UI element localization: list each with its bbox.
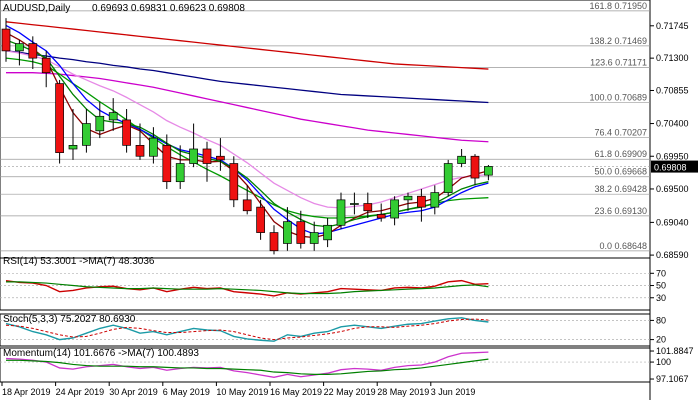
candle-body [417, 195, 426, 208]
fib-label: 138.2 0.71469 [589, 36, 647, 46]
moving-average-line [5, 24, 489, 235]
candle-body [135, 145, 145, 157]
candle-body [403, 195, 413, 201]
time-tick-label: 30 Apr 2019 [109, 387, 158, 397]
candle-body [363, 203, 373, 212]
indicator-tick-label: 80 [656, 315, 666, 325]
candle-body [323, 224, 332, 241]
stoch-d-line [5, 318, 489, 341]
candle-body [229, 163, 239, 201]
candle-body [443, 163, 453, 193]
candle-body [149, 137, 158, 157]
chart-symbol: AUDUSD,Daily [3, 3, 70, 14]
rsi-ma-line [6, 281, 489, 295]
indicator-tick-label: 20 [656, 335, 666, 345]
candle-body [122, 119, 131, 146]
moving-average-line [5, 50, 489, 209]
candle-body [1, 28, 11, 52]
fib-label: 0.0 0.68648 [599, 241, 647, 251]
candle-body [256, 206, 265, 233]
candle-body [189, 148, 198, 164]
candle-body [309, 232, 319, 244]
last-price-badge [651, 160, 698, 173]
time-tick-label: 22 May 2019 [324, 387, 376, 397]
fib-label: 100.0 0.70689 [589, 93, 647, 103]
candle-body [430, 192, 440, 208]
indicator-frame [0, 313, 651, 347]
rsi-panel: 70 50 30 [0, 257, 666, 311]
indicator-tick-label: 70 [656, 268, 666, 278]
candle-body [202, 148, 212, 164]
indicator-tick-label: 101.8847 [656, 346, 694, 356]
price-tick-label: 0.70855 [656, 85, 689, 95]
momentum-label: Momentum(14) 101.6676 ->MA(7) 100.4893 [3, 348, 199, 359]
candle-body [269, 232, 279, 252]
candle-body [470, 155, 480, 179]
time-tick-label: 28 May 2019 [377, 387, 429, 397]
last-price-label: 0.69808 [654, 163, 687, 173]
moving-average-line [5, 21, 489, 70]
price-tick-label: 0.69500 [656, 184, 689, 194]
price-tick-label: 0.69040 [656, 217, 689, 227]
candle-body [350, 203, 359, 205]
price-tick-label: 0.71745 [656, 21, 689, 31]
time-tick-label: 24 Apr 2019 [56, 387, 105, 397]
fib-label: 23.6 0.69130 [594, 206, 647, 216]
candle-body [216, 155, 225, 161]
time-tick-label: 18 Apr 2019 [2, 387, 51, 397]
candle-body [162, 145, 172, 183]
candle-body [484, 166, 493, 176]
indicator-tick-label: 50 [656, 281, 666, 291]
fib-label: 76.4 0.70207 [594, 128, 647, 138]
candle-body [95, 115, 105, 132]
stoch-label: Stoch(5,3,3) 75.2027 80.6930 [3, 314, 136, 325]
candle-body [457, 155, 466, 164]
stoch-k-line [5, 317, 489, 342]
price-tick-label: 0.71300 [656, 53, 689, 63]
indicator-tick-label: 97.1067 [656, 374, 689, 384]
candle-body [28, 43, 38, 59]
fib-label: 38.2 0.69428 [594, 184, 647, 194]
time-tick-label: 6 May 2019 [163, 387, 210, 397]
candle-body [55, 83, 64, 153]
time-tick-label: 10 May 2019 [216, 387, 268, 397]
fib-label: 61.8 0.69909 [594, 149, 647, 159]
candle-body [41, 57, 51, 74]
stoch-panel: 80 20 [0, 313, 666, 347]
candle-body [68, 145, 78, 150]
candle-body [376, 214, 386, 219]
chart-ohlc: 0.69693 0.69831 0.69623 0.69808 [92, 3, 245, 14]
moving-average-line [5, 50, 489, 104]
indicator-frame [0, 257, 651, 311]
candle-body [175, 163, 185, 183]
rsi-label: RSI(14) 53.3001 ->MA(7) 48.3036 [3, 256, 155, 267]
indicator-tick-label: 30 [656, 293, 666, 303]
momentum-ma-line [6, 358, 489, 375]
time-tick-label: 3 Jun 2019 [431, 387, 476, 397]
rsi-line [5, 279, 489, 297]
candle-body [283, 221, 292, 244]
fib-label: 161.8 0.71950 [589, 1, 647, 11]
fib-label: 123.6 0.71171 [590, 58, 647, 68]
candle-body [296, 221, 306, 244]
fib-label: 50.0 0.69668 [594, 167, 647, 177]
price-tick-label: 0.70400 [656, 119, 689, 129]
time-tick-label: 16 May 2019 [270, 387, 322, 397]
time-axis: 18 Apr 2019 24 Apr 2019 30 Apr 2019 6 May 2… [0, 381, 650, 397]
candle-body [336, 199, 346, 226]
momentum-line [5, 351, 489, 378]
candle-body [242, 199, 252, 212]
price-tick-label: 0.69950 [656, 151, 689, 161]
candle-body [108, 112, 118, 121]
indicator-tick-label: 100 [656, 357, 671, 367]
candle-body [390, 199, 399, 219]
candle-body [82, 123, 91, 146]
candle-body [15, 43, 24, 52]
moving-average-line [6, 72, 489, 143]
price-tick-label: 0.68590 [656, 250, 689, 260]
